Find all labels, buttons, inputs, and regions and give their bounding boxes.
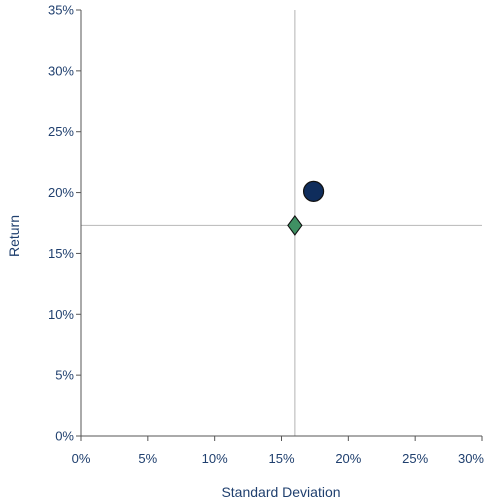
y-tick-label: 20% [48,185,74,200]
circle-data-point [302,180,325,202]
y-tick-label: 10% [48,307,74,322]
y-tick-label: 30% [48,63,74,78]
y-axis-ticks: 0% 5% 10% 15% 20% 25% 30% 35% [48,3,81,444]
x-tick-label: 25% [402,451,428,466]
y-tick-label: 35% [48,3,74,18]
y-tick-label: 15% [48,246,74,261]
x-axis-title: Standard Deviation [221,484,340,500]
reference-lines [81,10,482,436]
x-tick-label: 30% [458,451,484,466]
y-tick-label: 5% [55,368,74,383]
x-tick-label: 10% [202,451,228,466]
y-axis-title: Return [6,215,22,257]
y-tick-label: 25% [48,124,74,139]
x-axis-ticks: 0% 5% 10% 15% 20% 25% 30% [72,436,484,466]
diamond-data-point [287,215,303,236]
axes [80,10,482,437]
y-tick-label: 0% [55,429,74,444]
data-points [287,180,325,236]
x-tick-label: 15% [268,451,294,466]
x-tick-label: 20% [335,451,361,466]
x-tick-label: 5% [138,451,157,466]
x-tick-label: 0% [72,451,91,466]
